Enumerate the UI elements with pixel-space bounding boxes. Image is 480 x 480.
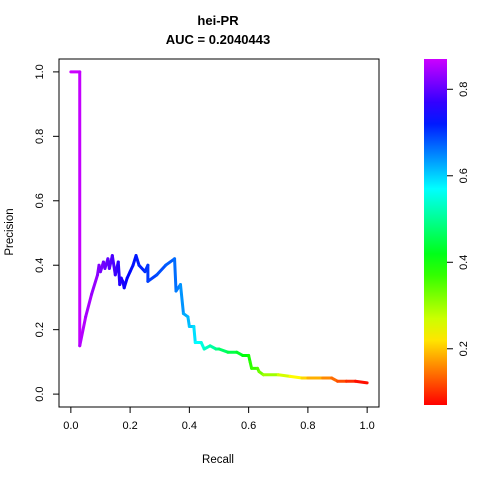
x-axis: 0.0 0.2 0.4 0.6 0.8 1.0: [63, 406, 375, 432]
pr-curve-segment: [353, 379, 369, 385]
x-axis-label: Recall: [202, 454, 234, 466]
pr-curve-segment: [192, 324, 197, 345]
x-tick-label: 0.0: [63, 420, 78, 432]
pr-curve-segment: [178, 283, 185, 316]
y-axis: 0.0 0.2 0.4 0.6 0.8 1.0: [34, 64, 60, 402]
x-tick-label: 0.4: [182, 420, 197, 432]
colorbar-tick-label: 0.8: [458, 82, 470, 97]
pr-curve-segment: [78, 315, 88, 348]
x-tick-label: 0.6: [241, 420, 256, 432]
pr-curve-segment: [276, 373, 292, 378]
colorbar-tick-label: 0.6: [458, 168, 470, 183]
chart-title: hei-PR: [197, 13, 239, 28]
pr-curve: [69, 70, 369, 385]
pr-curve-segment: [173, 257, 178, 293]
pr-curve-segment: [90, 273, 100, 296]
x-tick-label: 1.0: [359, 420, 374, 432]
pr-curve-segment: [155, 263, 168, 277]
colorbar: 0.2 0.4 0.6 0.8: [424, 59, 470, 405]
x-tick-label: 0.8: [300, 420, 315, 432]
pr-curve-segment: [146, 273, 159, 283]
pr-curve-segment: [288, 374, 304, 380]
x-tick-label: 0.2: [122, 420, 137, 432]
pr-curve-segment: [186, 315, 191, 328]
pr-curve-segment: [84, 292, 94, 319]
y-tick-label: 0.0: [34, 386, 46, 401]
pr-curve-segment: [164, 257, 177, 267]
y-axis-label: Precision: [4, 208, 16, 255]
y-tick-label: 0.2: [34, 322, 46, 337]
plot-frame: [58, 58, 380, 408]
y-tick-label: 0.4: [34, 258, 46, 273]
colorbar-gradient: [424, 59, 447, 405]
colorbar-tick-label: 0.2: [458, 341, 470, 356]
y-tick-label: 1.0: [34, 64, 46, 79]
pr-curve-segment: [217, 347, 230, 354]
y-tick-label: 0.8: [34, 129, 46, 144]
chart-subtitle: AUC = 0.2040443: [166, 32, 270, 47]
colorbar-tick-label: 0.4: [458, 255, 470, 270]
pr-curve-segment: [134, 254, 141, 267]
y-tick-label: 0.6: [34, 193, 46, 208]
pr-curve-segment: [122, 276, 129, 290]
